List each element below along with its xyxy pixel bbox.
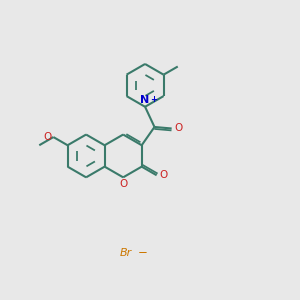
Text: O: O (119, 179, 127, 189)
Text: N: N (140, 95, 150, 105)
Text: −: − (138, 246, 148, 259)
Text: O: O (159, 170, 167, 180)
Text: +: + (150, 95, 158, 104)
Text: O: O (174, 124, 182, 134)
Text: Br: Br (120, 248, 132, 257)
Text: O: O (43, 132, 51, 142)
